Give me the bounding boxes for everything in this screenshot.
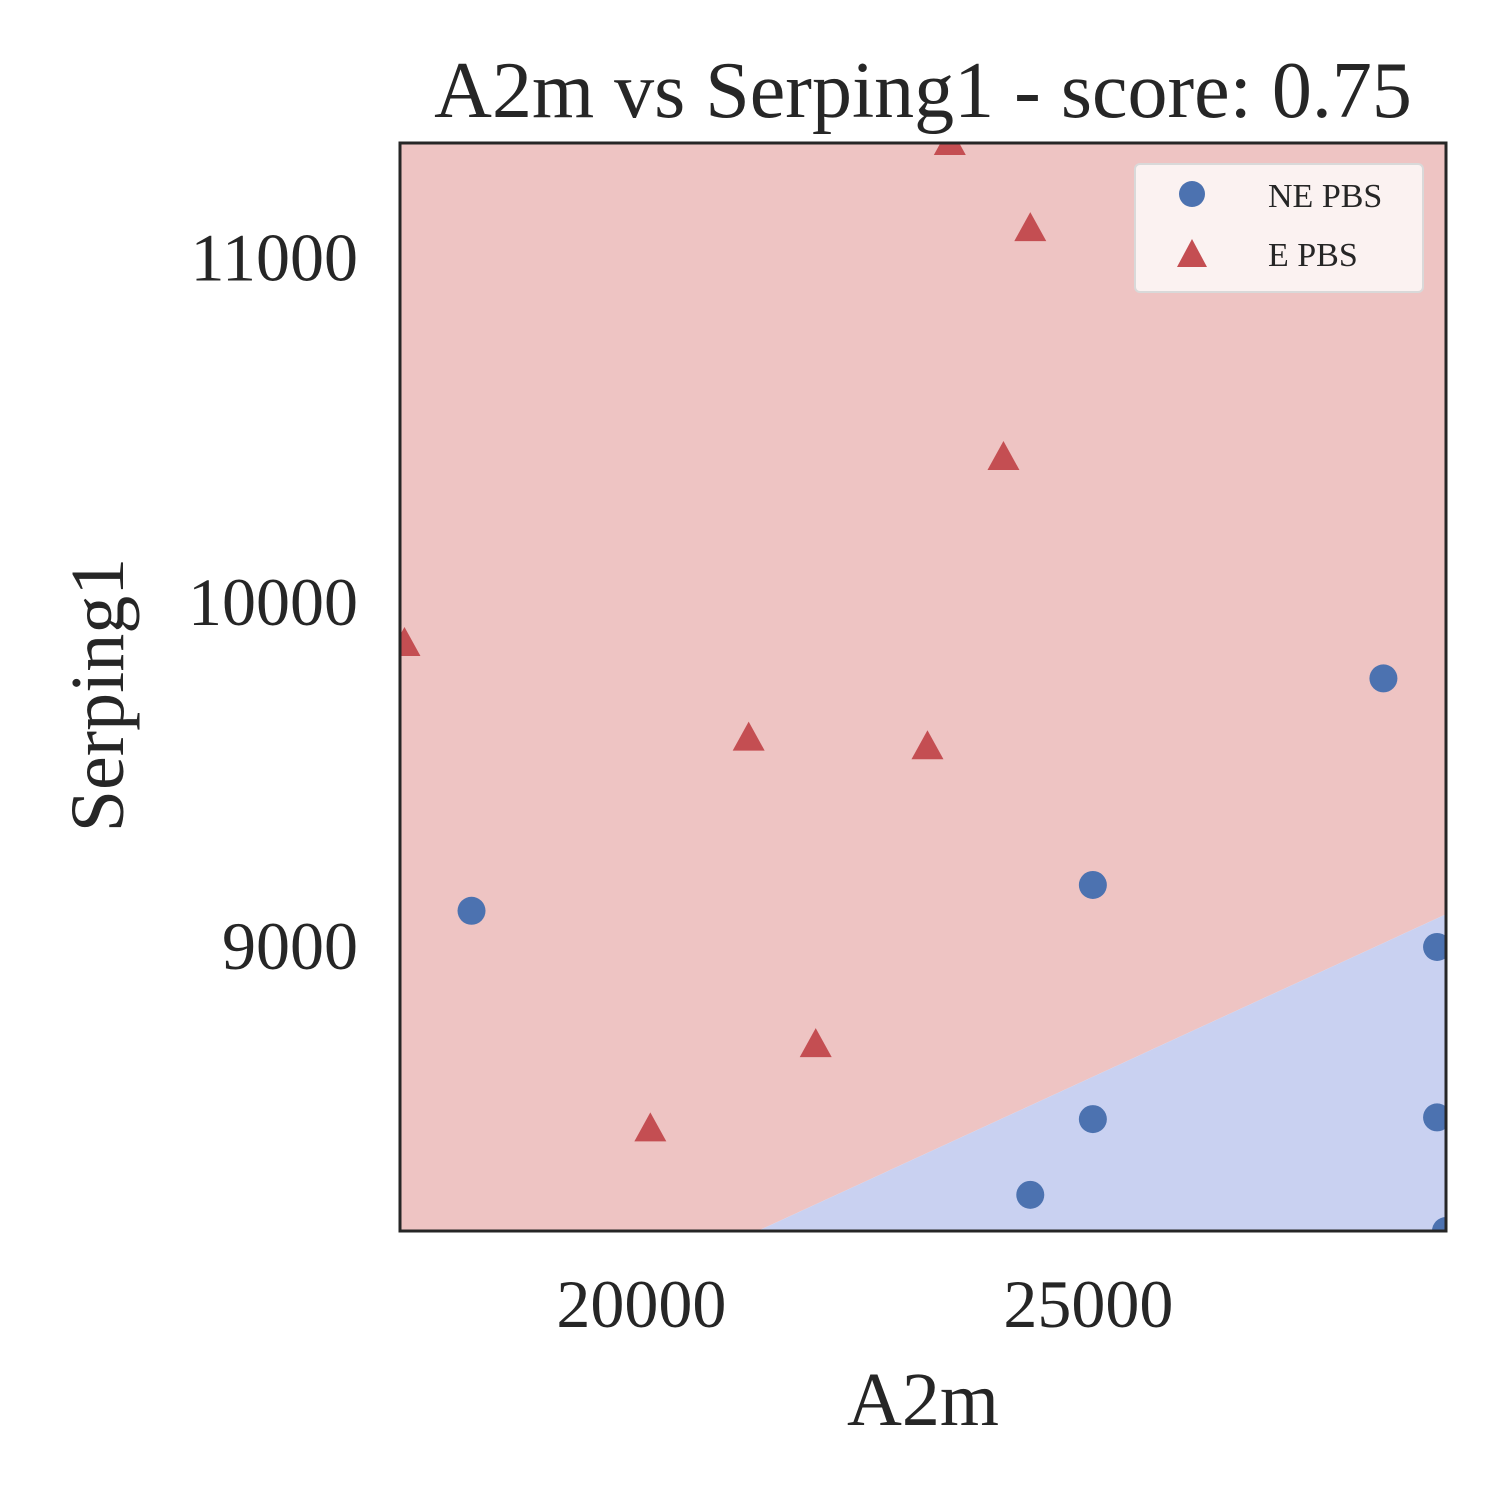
data-point-e-pbs [1014, 212, 1047, 242]
x-tick-label: 25000 [1003, 1266, 1173, 1342]
data-point-ne-pbs [1016, 1180, 1045, 1209]
legend-box [1134, 163, 1424, 293]
data-point-e-pbs [634, 1112, 667, 1142]
x-axis-label: A2m [847, 1358, 999, 1442]
y-tick-label: 9000 [222, 908, 358, 984]
data-point-ne-pbs [1369, 664, 1398, 693]
data-point-ne-pbs [1423, 1103, 1446, 1132]
data-point-ne-pbs [457, 896, 486, 925]
data-point-ne-pbs [1432, 1217, 1446, 1231]
plot-area [400, 143, 1446, 1231]
legend: NE PBS E PBS [1134, 163, 1424, 293]
plot-frame [398, 141, 1448, 1233]
legend-label-e-pbs: E PBS [1268, 237, 1358, 274]
data-point-e-pbs [732, 721, 765, 751]
decision-region-e-pbs [400, 143, 1446, 1231]
data-point-e-pbs [933, 143, 966, 155]
y-axis-ticks: 9000 10000 11000 [188, 220, 358, 985]
points-layer [400, 143, 1446, 1231]
chart-title: A2m vs Serping1 - score: 0.75 [434, 47, 1412, 135]
legend-label-ne-pbs: NE PBS [1268, 178, 1382, 215]
data-point-ne-pbs [1078, 1105, 1107, 1134]
x-axis-ticks: 20000 25000 [556, 1266, 1173, 1342]
data-point-e-pbs [799, 1028, 832, 1058]
data-point-e-pbs [911, 730, 944, 760]
data-point-ne-pbs [1423, 932, 1446, 961]
decision-region-ne-pbs [757, 914, 1446, 1231]
y-tick-label: 11000 [191, 220, 358, 296]
y-axis-label: Serping1 [56, 558, 140, 832]
x-tick-label: 20000 [556, 1266, 726, 1342]
y-tick-label: 10000 [188, 564, 358, 640]
legend-marker-ne-pbs [1179, 181, 1205, 207]
data-point-e-pbs [987, 441, 1020, 471]
data-point-e-pbs [400, 626, 421, 656]
data-point-ne-pbs [1078, 870, 1107, 899]
legend-marker-e-pbs [1177, 239, 1207, 267]
